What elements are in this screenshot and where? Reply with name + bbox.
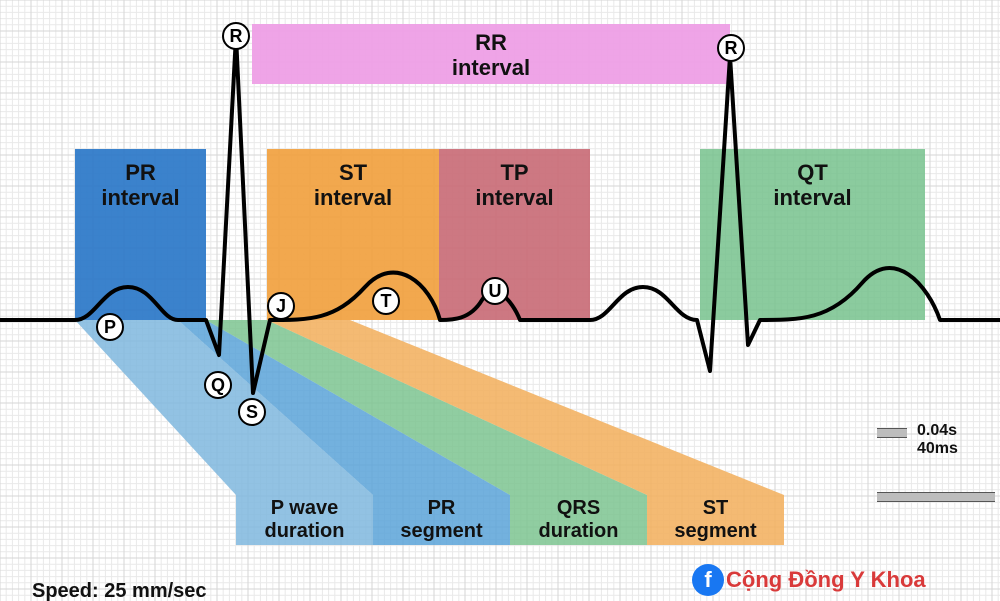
speed-label: Speed: 25 mm/sec	[32, 580, 207, 601]
node-S: S	[238, 398, 266, 426]
scale-bar-small	[877, 428, 907, 438]
node-P: P	[96, 313, 124, 341]
scale-bar-big	[877, 492, 995, 502]
node-R2: R	[717, 34, 745, 62]
node-U: U	[481, 277, 509, 305]
node-J: J	[267, 292, 295, 320]
node-T: T	[372, 287, 400, 315]
ecg-diagram: P wave durationPR segmentQRS durationST …	[0, 0, 1000, 601]
node-Q: Q	[204, 371, 232, 399]
facebook-icon: f	[692, 564, 724, 596]
watermark-text: Cộng Đồng Y Khoa	[726, 567, 926, 593]
scale-text-small: 0.04s40ms	[917, 422, 958, 457]
node-R1: R	[222, 22, 250, 50]
